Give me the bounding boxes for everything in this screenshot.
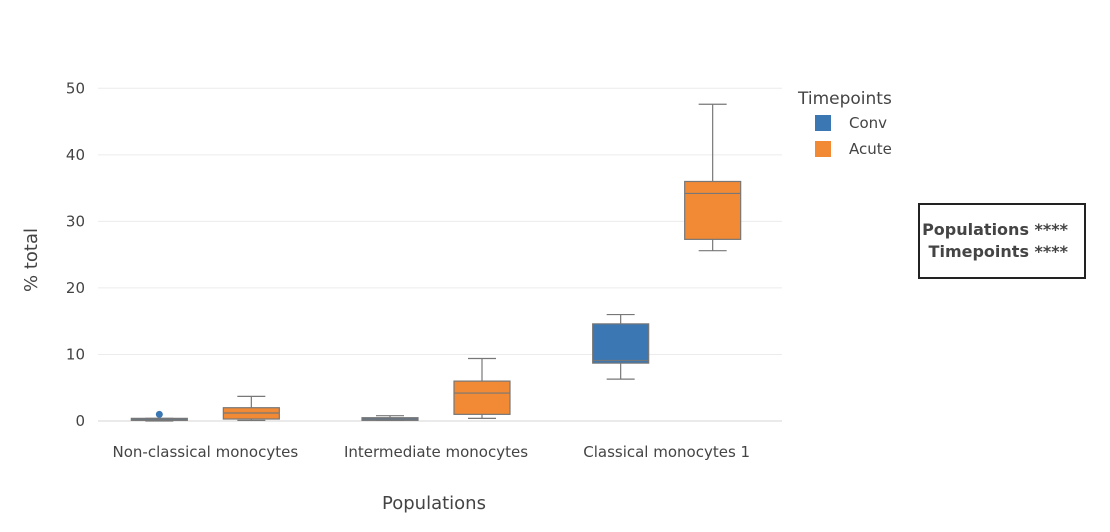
stats-timepoints: Timepoints **** bbox=[928, 242, 1068, 261]
x-axis-ticks: Non-classical monocytes Intermediate mono… bbox=[113, 443, 751, 461]
x-axis-title: Populations bbox=[382, 493, 486, 514]
y-tick-label: 0 bbox=[75, 412, 85, 430]
y-tick-label: 10 bbox=[66, 345, 85, 363]
legend-swatch-acute bbox=[815, 141, 831, 157]
box-body bbox=[592, 323, 650, 364]
box-conv bbox=[361, 415, 419, 421]
y-axis-ticks: 0 10 20 30 40 50 bbox=[66, 79, 85, 430]
y-axis-title: % total bbox=[21, 228, 42, 292]
box-acute bbox=[222, 395, 280, 421]
legend[interactable]: Timepoints Conv Acute bbox=[797, 89, 892, 158]
x-tick-label: Intermediate monocytes bbox=[344, 443, 528, 461]
outlier-point bbox=[155, 410, 163, 418]
stats-annotation-box: Populations **** Timepoints **** bbox=[918, 203, 1086, 279]
y-tick-label: 50 bbox=[66, 79, 85, 97]
legend-label-conv: Conv bbox=[849, 114, 887, 132]
y-tick-label: 30 bbox=[66, 212, 85, 230]
y-tick-label: 40 bbox=[66, 146, 85, 164]
x-tick-label: Classical monocytes 1 bbox=[583, 443, 750, 461]
box-body bbox=[453, 380, 511, 415]
box-conv bbox=[592, 313, 650, 380]
box-conv bbox=[130, 410, 188, 422]
legend-swatch-conv bbox=[815, 115, 831, 131]
box-body bbox=[684, 180, 742, 240]
box-acute bbox=[684, 103, 742, 252]
gridlines bbox=[98, 87, 782, 422]
stats-populations: Populations **** bbox=[922, 220, 1068, 239]
y-tick-label: 20 bbox=[66, 279, 85, 297]
box-acute bbox=[453, 357, 511, 419]
legend-label-acute: Acute bbox=[849, 140, 892, 158]
box-series bbox=[130, 103, 742, 422]
legend-title: Timepoints bbox=[797, 89, 892, 109]
x-tick-label: Non-classical monocytes bbox=[113, 443, 299, 461]
